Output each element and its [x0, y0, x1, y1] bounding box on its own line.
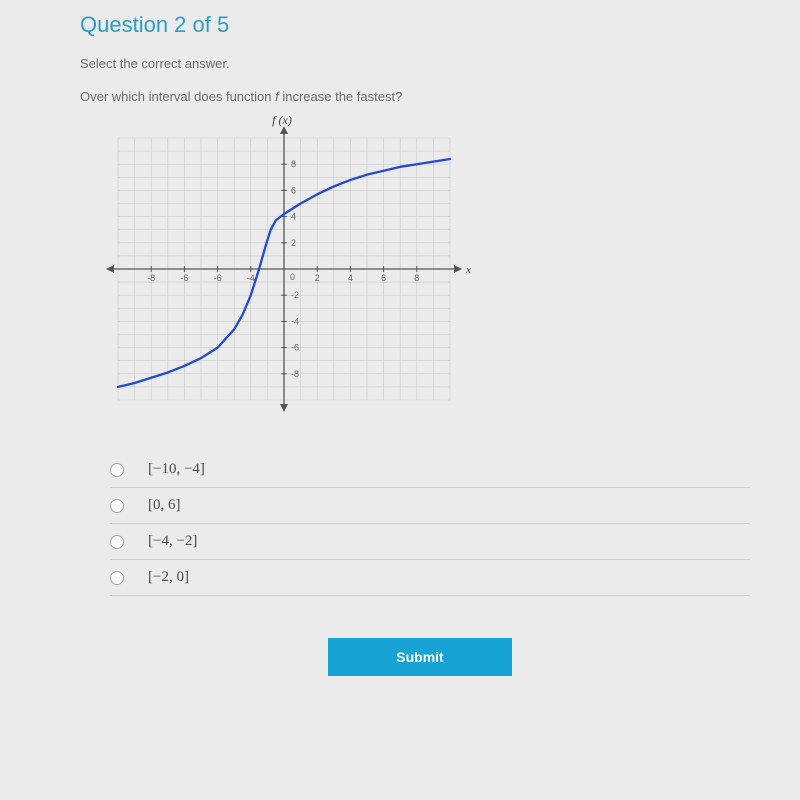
radio-icon[interactable]: [110, 535, 124, 549]
option-row[interactable]: [−2, 0]: [110, 560, 750, 596]
radio-icon[interactable]: [110, 571, 124, 585]
svg-text:-8: -8: [291, 369, 299, 379]
submit-button[interactable]: Submit: [328, 638, 511, 676]
svg-text:x: x: [465, 264, 471, 276]
svg-text:-8: -8: [147, 273, 155, 283]
question-header: Question 2 of 5: [80, 12, 760, 38]
svg-text:-4: -4: [247, 273, 255, 283]
svg-text:4: 4: [291, 212, 296, 222]
prompt-post: increase the fastest?: [279, 89, 403, 104]
svg-text:6: 6: [291, 185, 296, 195]
option-row[interactable]: [0, 6]: [110, 488, 750, 524]
svg-text:-2: -2: [291, 290, 299, 300]
radio-icon[interactable]: [110, 499, 124, 513]
option-row[interactable]: [−4, −2]: [110, 524, 750, 560]
function-graph: -8 -6 -6 -4 2 4 6 8 8 6 4 2 -2 -4 -6 -8 0 f (x) x: [94, 114, 474, 424]
svg-text:-6: -6: [180, 273, 188, 283]
question-prompt: Over which interval does function f incr…: [80, 89, 760, 104]
answer-options: [−10, −4] [0, 6] [−4, −2] [−2, 0]: [110, 452, 750, 596]
prompt-pre: Over which interval does function: [80, 89, 275, 104]
option-label: [−2, 0]: [148, 569, 189, 586]
svg-text:-6: -6: [214, 273, 222, 283]
instruction-text: Select the correct answer.: [80, 56, 760, 71]
svg-text:-4: -4: [291, 316, 299, 326]
option-label: [−4, −2]: [148, 533, 197, 550]
svg-text:6: 6: [381, 273, 386, 283]
svg-text:2: 2: [291, 238, 296, 248]
option-label: [−10, −4]: [148, 461, 205, 478]
svg-text:8: 8: [291, 159, 296, 169]
svg-text:-6: -6: [291, 343, 299, 353]
svg-text:8: 8: [414, 273, 419, 283]
option-label: [0, 6]: [148, 497, 181, 514]
svg-text:4: 4: [348, 273, 353, 283]
radio-icon[interactable]: [110, 463, 124, 477]
svg-text:f (x): f (x): [272, 114, 292, 127]
svg-text:0: 0: [290, 272, 295, 282]
option-row[interactable]: [−10, −4]: [110, 452, 750, 488]
svg-text:2: 2: [315, 273, 320, 283]
